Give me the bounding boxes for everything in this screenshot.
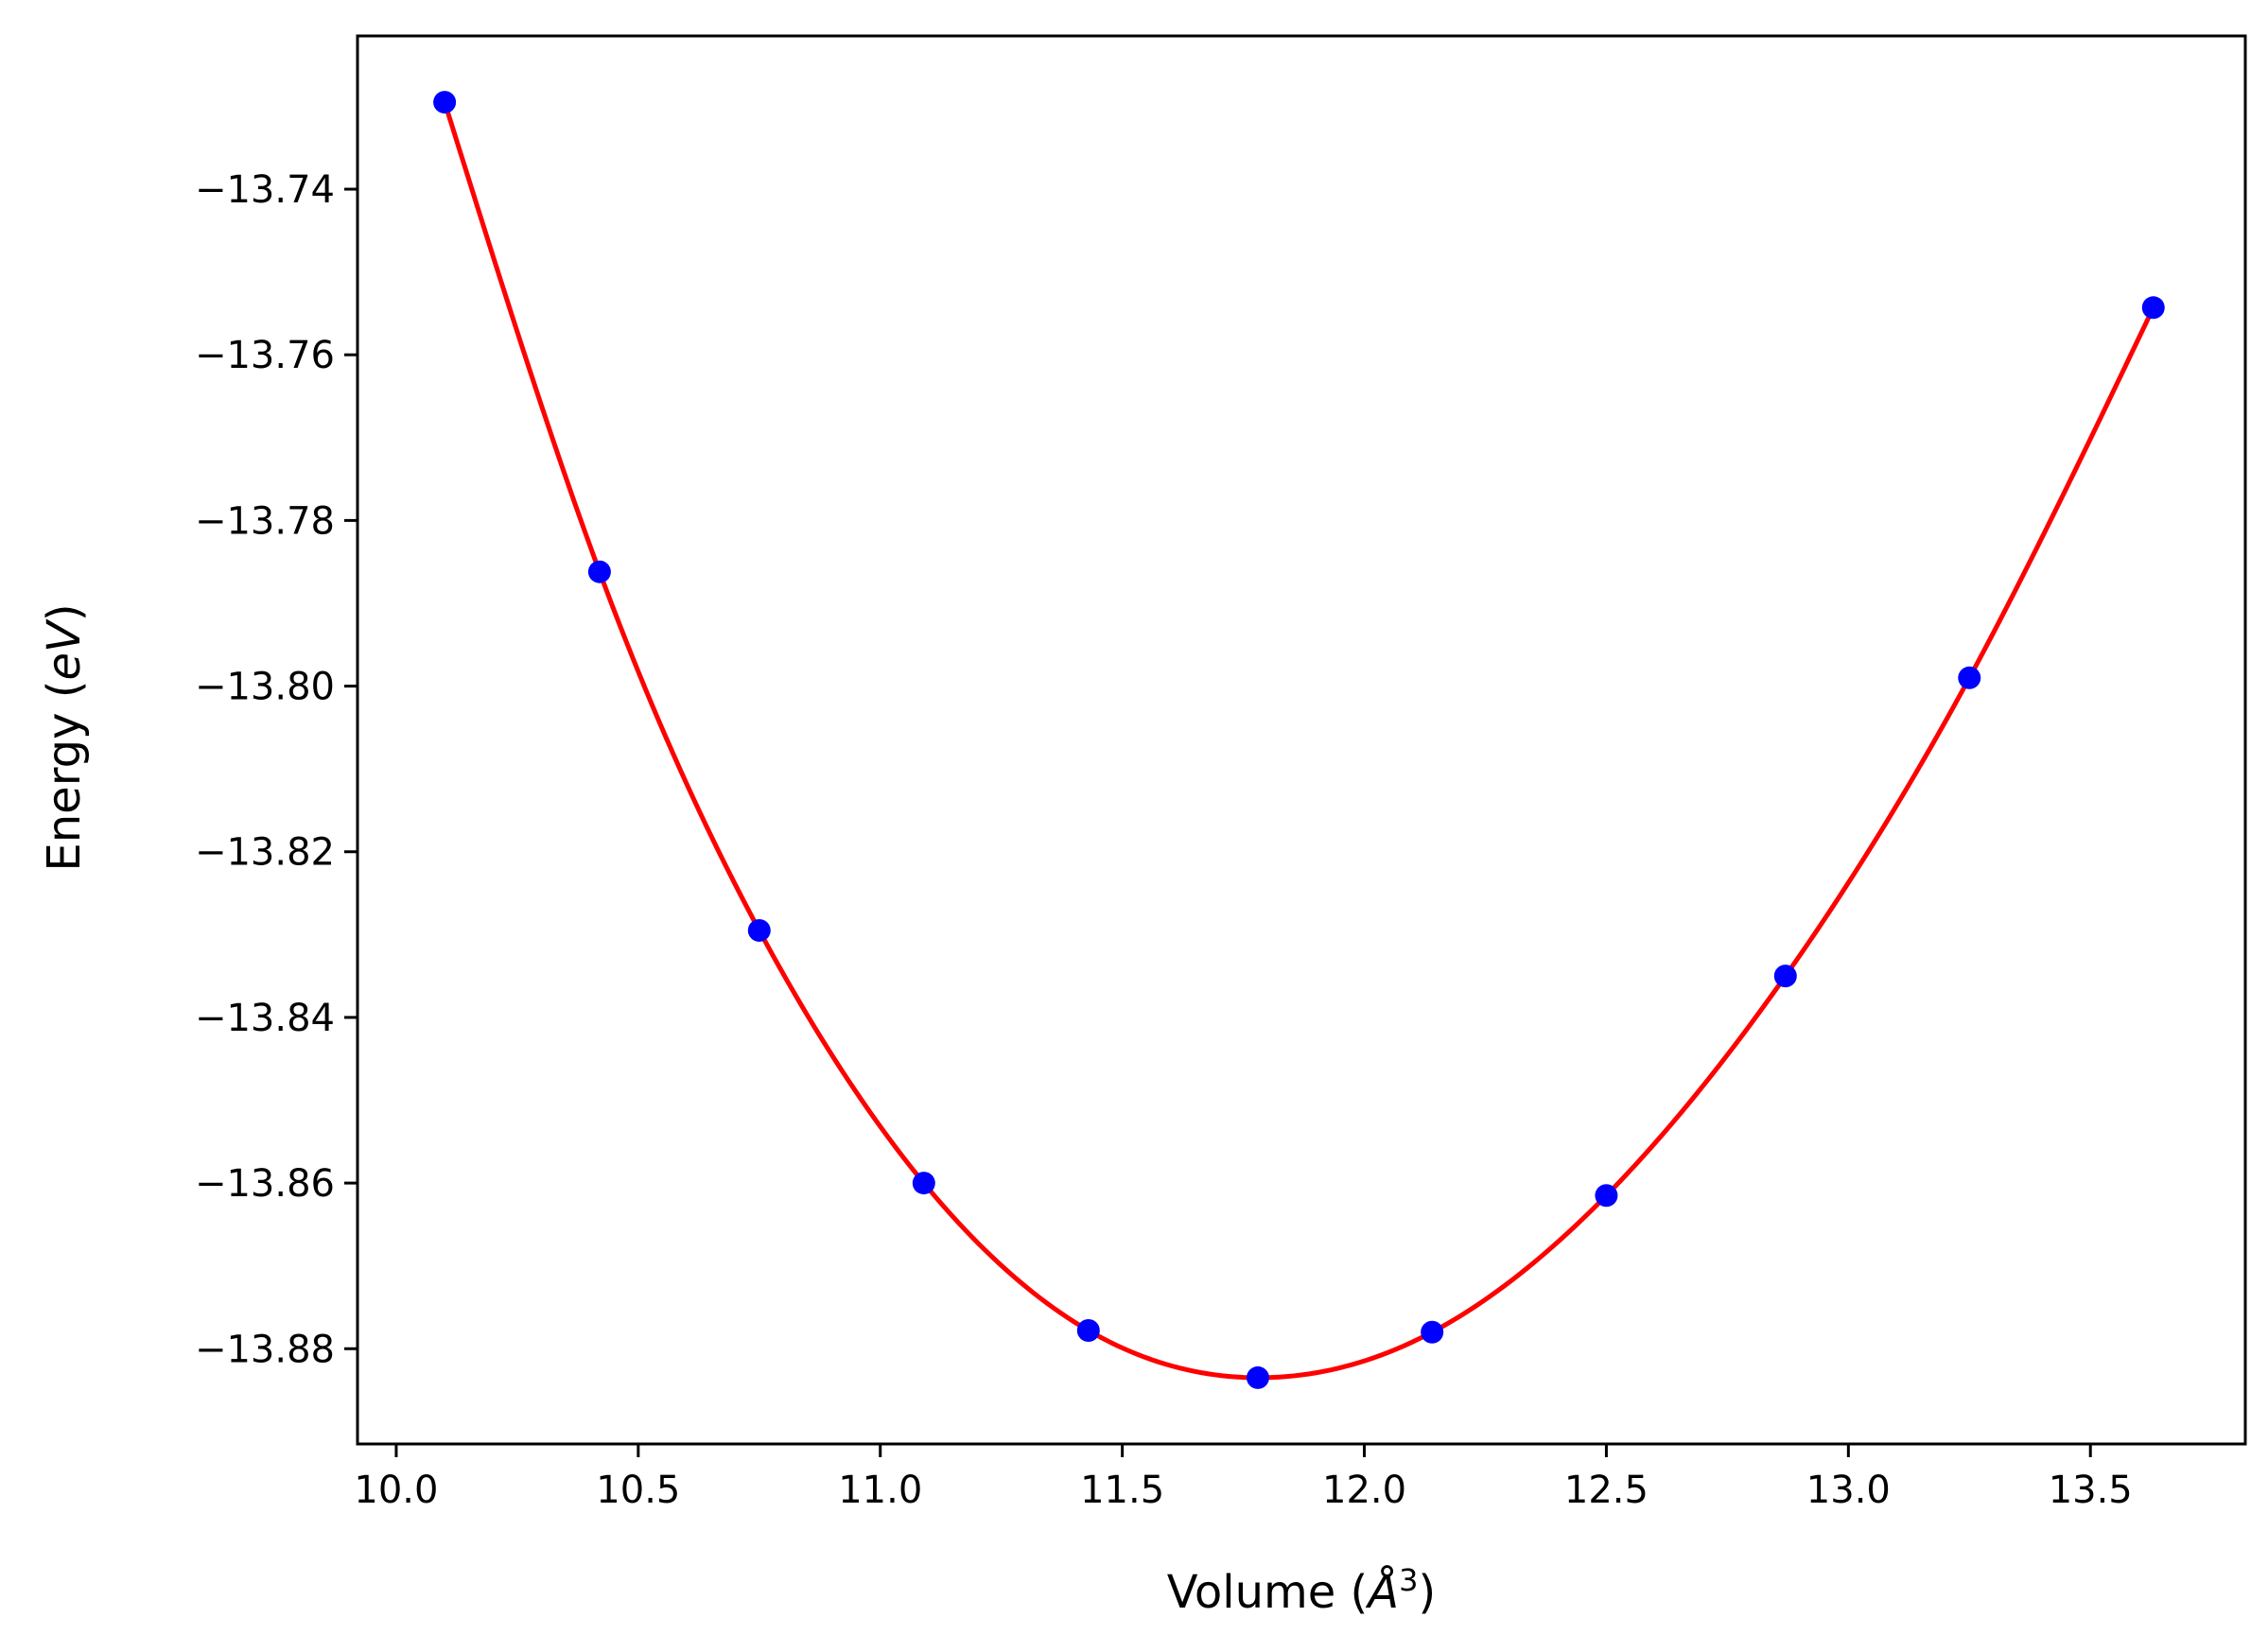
y-axis-label: Energy (eV) bbox=[38, 603, 91, 871]
x-tick-label: 11.5 bbox=[1080, 1469, 1164, 1512]
y-tick-label: −13.86 bbox=[195, 1162, 335, 1206]
x-tick-label: 12.0 bbox=[1322, 1469, 1406, 1512]
x-axis-label-prefix: Volume ( bbox=[1167, 1566, 1369, 1619]
plot-area-background bbox=[358, 36, 2245, 1444]
data-point bbox=[587, 560, 611, 583]
x-axis-label-exponent: 3 bbox=[1399, 1562, 1418, 1598]
x-tick-label: 12.5 bbox=[1564, 1469, 1649, 1512]
y-tick-label: −13.84 bbox=[195, 997, 335, 1040]
y-tick-label: −13.80 bbox=[195, 666, 335, 709]
x-tick-label: 10.5 bbox=[596, 1469, 680, 1512]
y-tick-label: −13.78 bbox=[195, 499, 335, 543]
data-point bbox=[1076, 1319, 1100, 1342]
x-tick-label: 13.0 bbox=[1806, 1469, 1891, 1512]
data-point bbox=[747, 918, 771, 942]
points-layer bbox=[433, 91, 2165, 1389]
x-axis-label: Volume (Å3) bbox=[1167, 1562, 1436, 1619]
data-point bbox=[1595, 1184, 1618, 1208]
y-tick-label: −13.74 bbox=[195, 168, 335, 212]
x-axis-ticks: 10.0 10.5 11.0 11.5 12.0 12.5 13.0 13.5 bbox=[354, 1444, 2133, 1512]
x-tick-label: 11.0 bbox=[838, 1469, 922, 1512]
data-point bbox=[433, 91, 457, 114]
plot-frame bbox=[356, 34, 2247, 1446]
data-point bbox=[1246, 1365, 1269, 1389]
x-axis-label-suffix: ) bbox=[1418, 1566, 1436, 1619]
data-point bbox=[912, 1172, 935, 1195]
y-tick-label: −13.82 bbox=[195, 831, 335, 875]
y-tick-label: −13.76 bbox=[195, 334, 335, 377]
y-axis-ticks: −13.74 −13.76 −13.78 −13.80 −13.82 −13.84 −13.… bbox=[195, 168, 358, 1371]
data-point bbox=[2141, 296, 2165, 320]
x-axis-label-unit: Å bbox=[1365, 1565, 1399, 1619]
data-point bbox=[1421, 1320, 1444, 1344]
x-tick-label: 10.0 bbox=[354, 1469, 438, 1512]
y-axis-label-prefix: Energy ( bbox=[38, 681, 91, 872]
y-axis-label-unit: eV bbox=[38, 618, 91, 681]
y-tick-label: −13.88 bbox=[195, 1328, 335, 1371]
x-tick-label: 13.5 bbox=[2049, 1469, 2133, 1512]
y-axis-label-suffix: ) bbox=[38, 603, 91, 621]
data-point bbox=[1958, 666, 1981, 689]
data-point bbox=[1773, 965, 1797, 988]
